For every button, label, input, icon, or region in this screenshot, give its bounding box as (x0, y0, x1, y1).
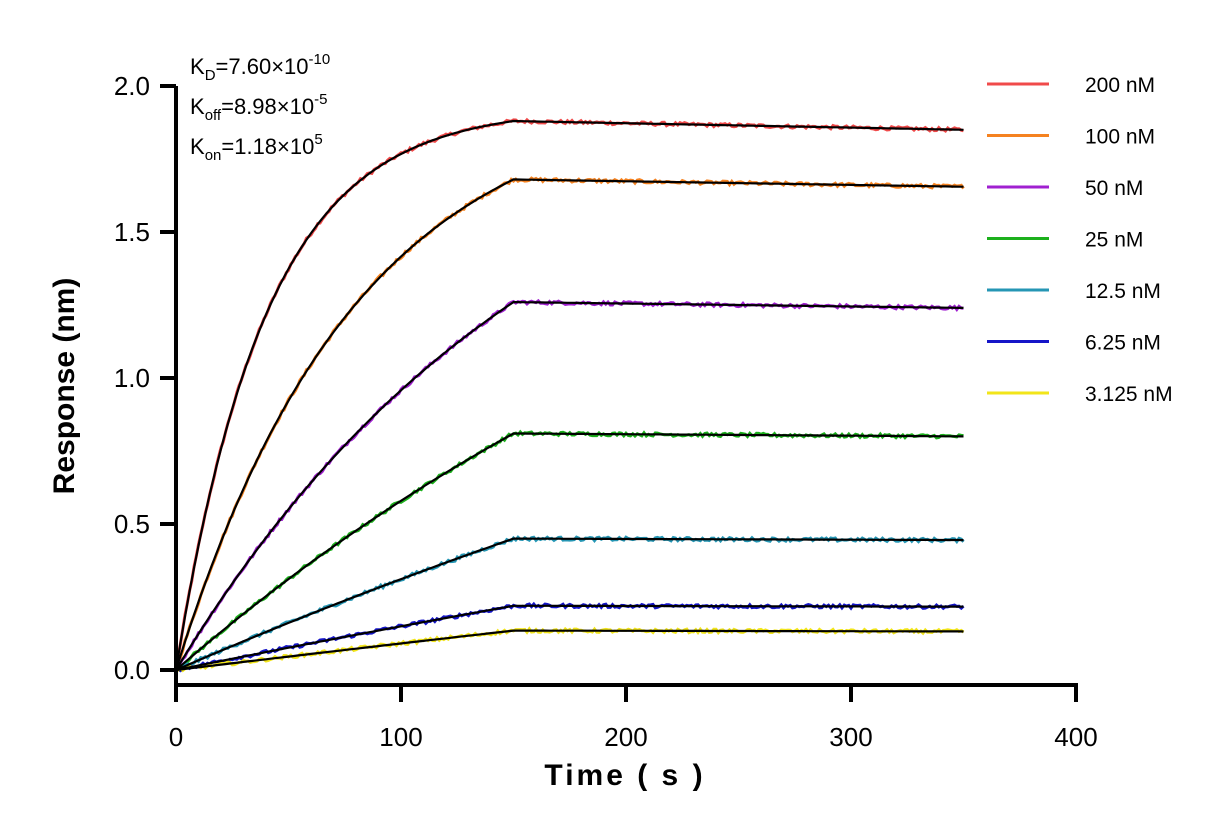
x-tick-label: 300 (829, 722, 872, 752)
kinetics-line: Kon=1.18×105 (190, 131, 323, 164)
series-line (174, 176, 965, 671)
fit-line (175, 301, 964, 671)
legend-label: 12.5 nM (1085, 280, 1161, 303)
legend-label: 3.125 nM (1085, 383, 1173, 406)
series-line (175, 626, 965, 673)
legend-label: 50 nM (1085, 177, 1143, 200)
y-tick-label: 1.0 (114, 363, 150, 393)
x-tick-label: 0 (169, 722, 183, 752)
curves-layer (174, 117, 965, 673)
series-line (176, 601, 965, 673)
legend-label: 6.25 nM (1085, 332, 1161, 355)
legend-label: 200 nM (1085, 74, 1155, 97)
x-tick-label: 400 (1054, 722, 1097, 752)
y-tick-label: 1.5 (114, 217, 150, 247)
kinetics-line: Koff=8.98×10-5 (190, 91, 327, 124)
x-tick-label: 100 (379, 722, 422, 752)
legend-label: 25 nM (1085, 229, 1143, 252)
y-axis-ticks: 0.0 0.5 1.0 1.5 2.0 (114, 71, 176, 685)
fit-line (175, 537, 964, 672)
fit-line (175, 629, 964, 672)
x-axis-ticks: 0 100 200 300 400 (169, 685, 1098, 752)
y-axis-title: Response (nm) (48, 278, 81, 495)
fit-line (175, 432, 964, 671)
fit-line (174, 119, 964, 671)
y-tick-label: 2.0 (114, 71, 150, 101)
fit-curves-layer (174, 119, 964, 672)
series-line (175, 429, 964, 672)
series-line (175, 298, 964, 672)
kinetics-line: KD=7.60×10-10 (190, 51, 330, 84)
y-tick-label: 0.5 (114, 509, 150, 539)
fit-line (175, 604, 964, 672)
kinetics-annotation: KD=7.60×10-10 Koff=8.98×10-5 Kon=1.18×105 (190, 51, 330, 164)
x-tick-label: 200 (604, 722, 647, 752)
legend: 200 nM 100 nM 50 nM 25 nM 12.5 nM 6.25 nM 3.12… (987, 74, 1173, 406)
legend-label: 100 nM (1085, 126, 1155, 149)
x-axis-title: Time ( s ) (544, 759, 705, 792)
fit-line (174, 178, 964, 671)
y-tick-label: 0.0 (114, 655, 150, 685)
